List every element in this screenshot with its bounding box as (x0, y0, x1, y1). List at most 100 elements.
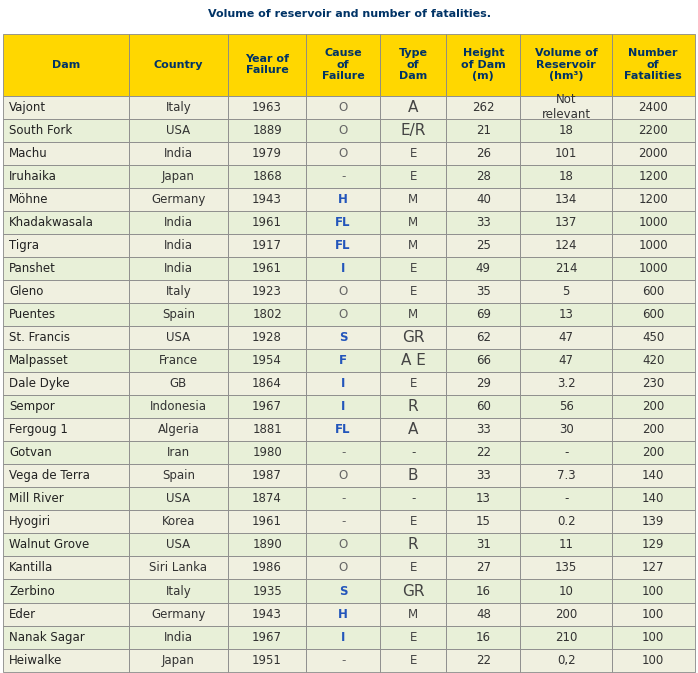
Bar (380, 464, 446, 487)
Bar (3, 118, 128, 141)
Bar (3, 534, 128, 557)
Bar (446, 464, 521, 487)
Bar (446, 372, 521, 395)
Bar (611, 510, 695, 534)
Bar (380, 257, 446, 280)
Bar (228, 349, 306, 372)
Bar (380, 165, 446, 188)
Text: 1986: 1986 (252, 561, 282, 575)
Bar (306, 141, 380, 165)
Text: -: - (341, 446, 346, 459)
Text: 1980: 1980 (252, 446, 282, 459)
Bar (3, 165, 128, 188)
Bar (380, 141, 446, 165)
Text: Volume of
Reservoir
(hm³): Volume of Reservoir (hm³) (535, 48, 597, 81)
Bar (128, 96, 228, 118)
Text: Number
of
Fatalities: Number of Fatalities (624, 48, 682, 81)
Bar (306, 165, 380, 188)
Bar (228, 602, 306, 626)
Text: 60: 60 (476, 400, 491, 413)
Text: E: E (410, 147, 417, 160)
Bar (228, 372, 306, 395)
Bar (128, 487, 228, 510)
Bar (446, 118, 521, 141)
Text: 26: 26 (476, 147, 491, 160)
Text: E: E (410, 170, 417, 182)
Bar (306, 234, 380, 257)
Text: 40: 40 (476, 192, 491, 206)
Bar (306, 464, 380, 487)
Bar (306, 579, 380, 602)
Bar (446, 165, 521, 188)
Text: 135: 135 (555, 561, 577, 575)
Text: 1967: 1967 (252, 631, 282, 643)
Text: 1963: 1963 (252, 100, 282, 114)
Bar (446, 303, 521, 326)
Bar (3, 649, 128, 672)
Text: -: - (341, 516, 346, 528)
Text: 420: 420 (642, 354, 664, 367)
Text: Iran: Iran (167, 446, 190, 459)
Bar (521, 234, 611, 257)
Bar (380, 395, 446, 418)
Text: 1917: 1917 (252, 239, 282, 252)
Text: 18: 18 (558, 170, 574, 182)
Text: E: E (410, 561, 417, 575)
Bar (611, 257, 695, 280)
Bar (611, 395, 695, 418)
Text: South Fork: South Fork (9, 124, 73, 137)
Bar (128, 464, 228, 487)
Text: M: M (408, 239, 418, 252)
Text: 33: 33 (476, 216, 491, 229)
Text: Panshet: Panshet (9, 262, 56, 275)
Bar (611, 303, 695, 326)
Text: Italy: Italy (165, 100, 191, 114)
Bar (611, 280, 695, 303)
Text: 600: 600 (642, 308, 664, 321)
Text: R: R (408, 538, 419, 553)
Bar (521, 626, 611, 649)
Bar (446, 280, 521, 303)
Text: Year of
Failure: Year of Failure (245, 54, 289, 75)
Bar (128, 510, 228, 534)
Bar (446, 626, 521, 649)
Text: 1889: 1889 (252, 124, 282, 137)
Text: B: B (408, 468, 419, 483)
Text: O: O (339, 561, 348, 575)
Text: 11: 11 (558, 538, 574, 551)
Bar (380, 211, 446, 234)
Text: 200: 200 (642, 400, 664, 413)
Text: 1928: 1928 (252, 331, 282, 344)
Text: 1864: 1864 (252, 377, 282, 390)
Bar (228, 165, 306, 188)
Text: E: E (410, 262, 417, 275)
Text: Spain: Spain (162, 308, 195, 321)
Bar (3, 602, 128, 626)
Bar (611, 557, 695, 579)
Text: 5: 5 (563, 285, 570, 298)
Bar (380, 649, 446, 672)
Text: F: F (339, 354, 347, 367)
Bar (611, 487, 695, 510)
Text: 1802: 1802 (252, 308, 282, 321)
Text: Fergoug 1: Fergoug 1 (9, 423, 68, 436)
Text: FL: FL (335, 239, 351, 252)
Text: 22: 22 (476, 446, 491, 459)
Bar (306, 280, 380, 303)
Text: A E: A E (401, 353, 426, 368)
Text: St. Francis: St. Francis (9, 331, 70, 344)
Text: 200: 200 (555, 608, 577, 621)
Bar (380, 372, 446, 395)
Text: M: M (408, 192, 418, 206)
Bar (380, 510, 446, 534)
Text: 100: 100 (642, 585, 664, 598)
Text: India: India (164, 631, 193, 643)
Text: Khadakwasala: Khadakwasala (9, 216, 94, 229)
Bar (380, 441, 446, 464)
Text: 3.2: 3.2 (557, 377, 575, 390)
Bar (228, 257, 306, 280)
Text: 56: 56 (558, 400, 574, 413)
Text: Type
of
Dam: Type of Dam (399, 48, 428, 81)
Bar (306, 303, 380, 326)
Bar (3, 141, 128, 165)
